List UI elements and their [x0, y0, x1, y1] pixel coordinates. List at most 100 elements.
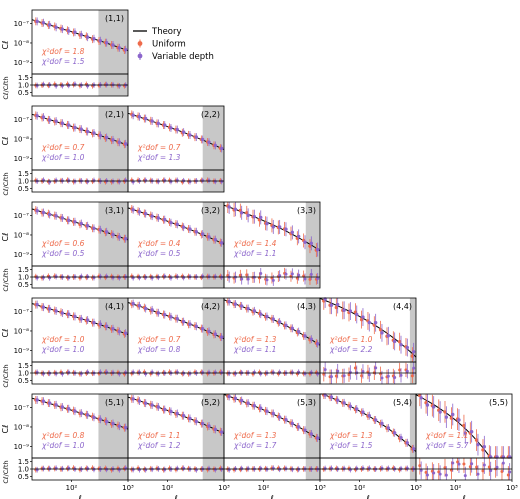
data-point-variable	[200, 232, 205, 236]
data-point-variable	[131, 301, 135, 306]
y-axis-label: Cℓ	[1, 233, 10, 242]
ratio-point-variable	[240, 277, 244, 281]
panel-label: (1,1)	[105, 14, 124, 23]
data-point-variable	[246, 306, 250, 311]
data-point-variable	[92, 37, 96, 41]
x-axis-label: ℓ	[269, 494, 273, 499]
data-point-variable	[469, 429, 474, 434]
data-point-variable	[271, 317, 275, 321]
ratio-point-variable	[444, 473, 448, 477]
ratio-tick-label: 1.5	[18, 266, 29, 274]
ratio-point-variable	[41, 467, 45, 471]
data-point-variable	[104, 135, 109, 140]
ratio-point-variable	[374, 366, 378, 370]
data-point-variable	[303, 334, 307, 338]
y-tick-label: 10⁻⁹	[14, 443, 30, 451]
panel-label: (5,1)	[105, 398, 124, 407]
data-point-variable	[92, 131, 96, 135]
chi2-uniform: χ²dof = 1.3	[233, 335, 277, 344]
ratio-point-uniform	[245, 273, 249, 277]
data-point-variable	[117, 140, 122, 144]
ratio-point-variable	[290, 370, 294, 374]
data-point-uniform	[334, 305, 339, 310]
panel-label: (2,1)	[105, 110, 124, 119]
chi2-variable: χ²dof = 0.5	[41, 249, 85, 258]
data-point-variable	[47, 401, 52, 405]
data-point-variable	[137, 303, 142, 308]
chi2-variable: χ²dof = 1.5	[329, 441, 373, 450]
ratio-axis-label: Cℓ/Cℓth	[2, 76, 10, 99]
ratio-point-variable	[188, 180, 192, 184]
ratio-tick-label: 1.5	[18, 74, 29, 82]
data-point-variable	[169, 315, 173, 319]
ratio-point-variable	[323, 466, 327, 470]
ratio-point-variable	[156, 179, 160, 183]
x-axis-label: ℓ	[461, 494, 465, 499]
ratio-point-variable	[86, 179, 90, 183]
masked-scale-region	[202, 202, 224, 288]
masked-scale-region	[202, 394, 224, 480]
data-point-variable	[79, 317, 83, 321]
legend-label: Theory	[151, 27, 182, 37]
data-point-variable	[143, 211, 148, 216]
ratio-point-variable	[41, 82, 45, 86]
data-point-variable	[181, 413, 186, 418]
x-tick-label: 10³	[410, 484, 422, 492]
data-point-variable	[117, 424, 122, 428]
data-point-variable	[411, 350, 416, 354]
masked-scale-region	[98, 298, 128, 384]
ratio-point-variable	[393, 375, 397, 379]
data-point-variable	[73, 125, 77, 130]
ratio-point-variable	[323, 368, 327, 372]
data-point-variable	[303, 240, 307, 244]
ratio-point-variable	[508, 470, 512, 474]
data-point-variable	[79, 33, 83, 37]
data-point-variable	[271, 411, 275, 416]
ratio-point-variable	[207, 370, 211, 374]
chi2-uniform: χ²dof = 0.4	[137, 239, 181, 248]
y-tick-label: 10⁻⁹	[14, 155, 30, 163]
data-point-variable	[355, 312, 359, 317]
data-point-variable	[137, 115, 142, 119]
y-axis-label: Cℓ	[1, 137, 10, 146]
data-point-variable	[315, 436, 320, 440]
ratio-point-variable	[213, 179, 217, 183]
data-point-uniform	[245, 211, 249, 215]
panel-label: (4,3)	[297, 302, 316, 311]
data-point-variable	[329, 303, 334, 307]
data-point-variable	[290, 421, 295, 426]
data-point-variable	[259, 406, 263, 410]
ratio-axes-frame	[127, 169, 225, 193]
data-point-variable	[296, 425, 301, 429]
chi2-uniform: χ²dof = 0.7	[137, 143, 181, 152]
data-point-variable	[252, 214, 257, 219]
ratio-point-variable	[220, 370, 224, 374]
data-point-variable	[373, 418, 378, 422]
data-point-variable	[194, 324, 199, 329]
chi2-variable: χ²dof = 1.3	[137, 153, 181, 162]
y-axis-label: Cℓ	[1, 425, 10, 434]
data-point-variable	[296, 329, 301, 334]
y-tick-label: 10⁻⁹	[14, 347, 30, 355]
x-tick-label: 10³	[314, 484, 326, 492]
data-point-variable	[60, 121, 65, 125]
chi2-variable: χ²dof = 1.0	[41, 441, 85, 450]
ratio-point-variable	[361, 369, 365, 373]
ratio-point-variable	[336, 369, 340, 373]
ratio-point-variable	[438, 472, 442, 476]
ratio-point-variable	[451, 461, 455, 465]
y-tick-label: 10⁻⁸	[14, 39, 30, 47]
masked-scale-region	[98, 394, 128, 480]
data-point-variable	[104, 419, 109, 424]
data-point-variable	[309, 241, 314, 246]
data-point-variable	[123, 237, 128, 241]
data-point-variable	[123, 142, 128, 146]
data-point-uniform	[449, 416, 454, 420]
data-point-variable	[431, 405, 436, 409]
data-point-variable	[348, 404, 353, 409]
